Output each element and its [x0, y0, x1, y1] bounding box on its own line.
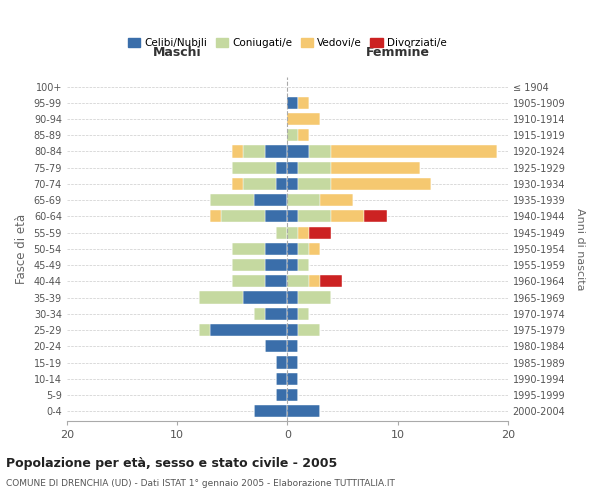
Bar — [265, 276, 287, 287]
Bar — [287, 194, 320, 206]
Bar — [298, 324, 320, 336]
Bar — [276, 162, 287, 174]
Bar — [254, 308, 265, 320]
Bar — [265, 308, 287, 320]
Bar — [265, 340, 287, 352]
Y-axis label: Fasce di età: Fasce di età — [15, 214, 28, 284]
Bar — [320, 276, 343, 287]
Bar — [298, 210, 331, 222]
Bar — [287, 259, 298, 271]
Bar — [232, 178, 243, 190]
Bar — [320, 194, 353, 206]
Bar — [232, 162, 276, 174]
Bar — [298, 259, 310, 271]
Bar — [310, 226, 331, 238]
Bar — [298, 129, 310, 141]
Legend: Celibi/Nubili, Coniugati/e, Vedovi/e, Divorziati/e: Celibi/Nubili, Coniugati/e, Vedovi/e, Di… — [126, 36, 449, 50]
Bar — [243, 146, 265, 158]
Bar — [210, 210, 221, 222]
Bar — [287, 162, 298, 174]
Bar — [331, 210, 364, 222]
Bar — [287, 210, 298, 222]
Bar — [254, 194, 287, 206]
Bar — [276, 372, 287, 385]
Bar — [287, 276, 310, 287]
Bar — [221, 210, 265, 222]
Bar — [265, 243, 287, 255]
Bar — [243, 292, 287, 304]
Bar — [243, 178, 276, 190]
Bar — [287, 389, 298, 401]
Bar — [276, 178, 287, 190]
Bar — [276, 356, 287, 368]
Text: Maschi: Maschi — [153, 46, 202, 59]
Bar — [199, 292, 243, 304]
Bar — [287, 308, 298, 320]
Bar — [287, 356, 298, 368]
Bar — [298, 292, 331, 304]
Bar — [287, 243, 298, 255]
Bar — [298, 178, 331, 190]
Bar — [310, 243, 320, 255]
Bar — [298, 243, 310, 255]
Bar — [310, 276, 320, 287]
Text: Femmine: Femmine — [365, 46, 430, 59]
Bar — [287, 129, 298, 141]
Bar — [265, 259, 287, 271]
Bar — [287, 292, 298, 304]
Bar — [276, 226, 287, 238]
Y-axis label: Anni di nascita: Anni di nascita — [575, 208, 585, 290]
Bar — [287, 146, 310, 158]
Bar — [199, 324, 210, 336]
Bar — [287, 178, 298, 190]
Bar — [287, 226, 298, 238]
Bar — [210, 194, 254, 206]
Bar — [232, 243, 265, 255]
Bar — [265, 146, 287, 158]
Bar — [287, 96, 298, 109]
Bar — [287, 340, 298, 352]
Bar — [287, 372, 298, 385]
Bar — [287, 324, 298, 336]
Bar — [287, 113, 320, 125]
Bar — [232, 276, 265, 287]
Bar — [254, 405, 287, 417]
Text: COMUNE DI DRENCHIA (UD) - Dati ISTAT 1° gennaio 2005 - Elaborazione TUTTITALIA.I: COMUNE DI DRENCHIA (UD) - Dati ISTAT 1° … — [6, 479, 395, 488]
Bar — [298, 308, 310, 320]
Bar — [232, 146, 243, 158]
Text: Popolazione per età, sesso e stato civile - 2005: Popolazione per età, sesso e stato civil… — [6, 458, 337, 470]
Bar — [298, 162, 331, 174]
Bar — [232, 259, 265, 271]
Bar — [331, 162, 419, 174]
Bar — [276, 389, 287, 401]
Bar — [298, 96, 310, 109]
Bar — [331, 178, 431, 190]
Bar — [265, 210, 287, 222]
Bar — [364, 210, 386, 222]
Bar — [298, 226, 310, 238]
Bar — [331, 146, 497, 158]
Bar — [210, 324, 287, 336]
Bar — [310, 146, 331, 158]
Bar — [287, 405, 320, 417]
